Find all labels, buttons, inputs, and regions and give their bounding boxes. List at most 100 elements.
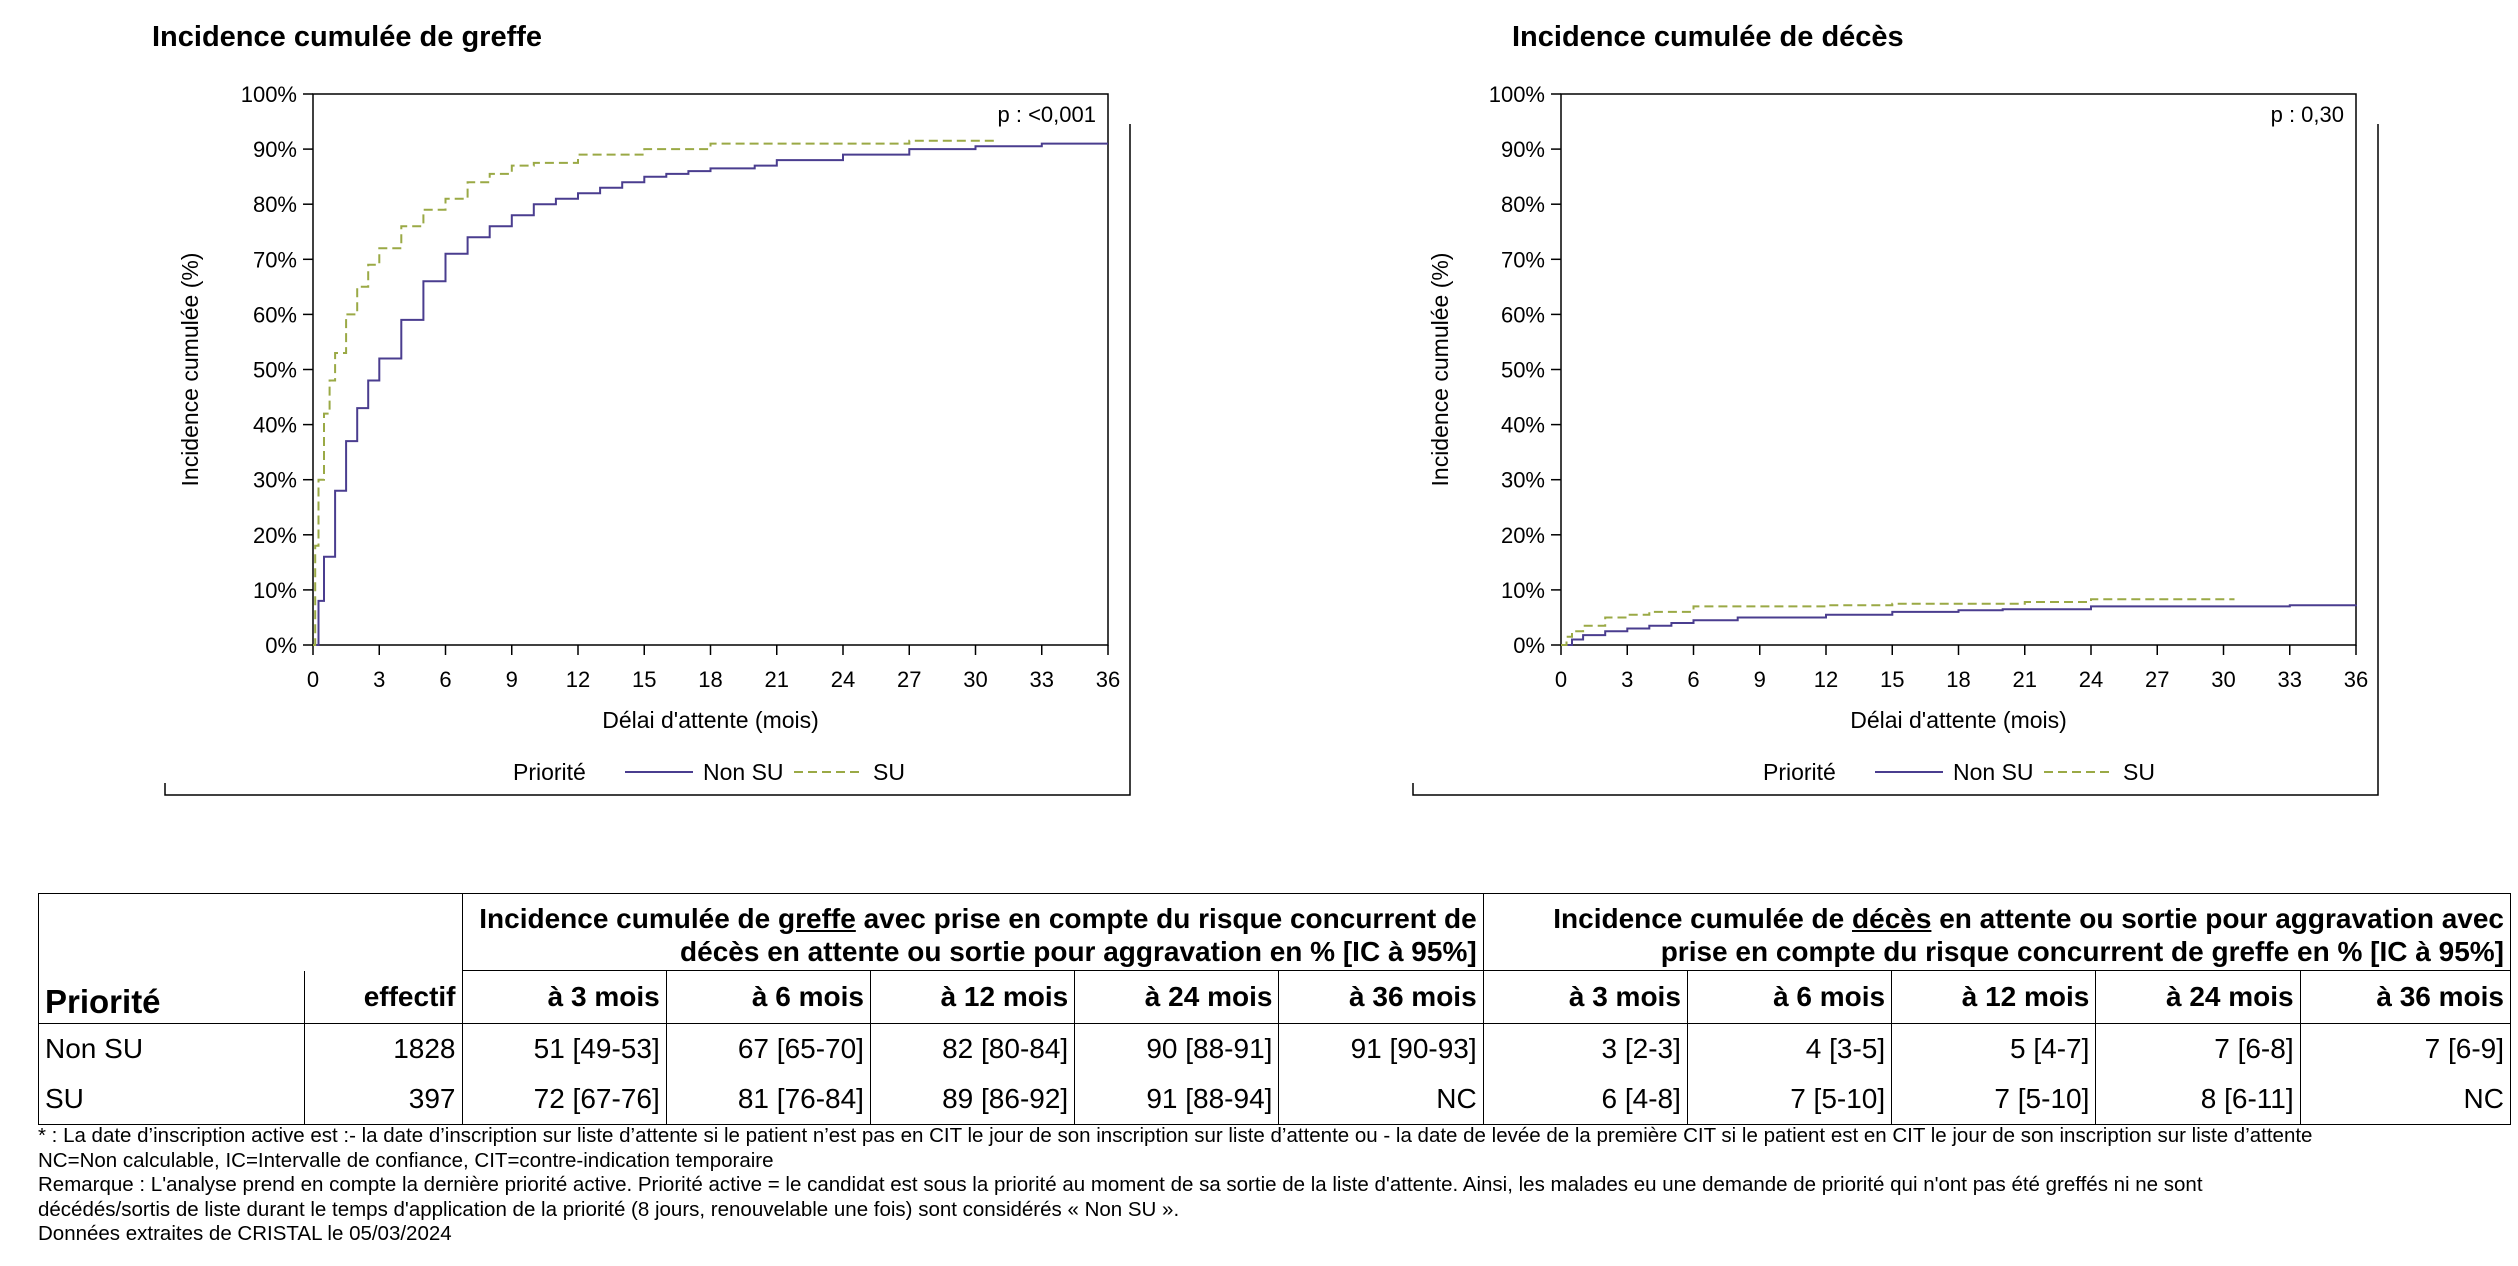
x-tick-label: 6 — [1687, 667, 1699, 692]
x-tick-label: 18 — [1946, 667, 1970, 692]
x-tick-label: 36 — [1096, 667, 1120, 692]
column-header-greffe-2: à 12 mois — [869, 970, 1076, 1024]
y-tick-label: 100% — [1489, 82, 1545, 107]
cell-deces: 3 [2-3] — [1482, 1023, 1688, 1074]
y-tick-label: 40% — [1501, 413, 1545, 438]
cell-deces: 7 [5-10] — [1891, 1074, 2097, 1125]
series-line-non-su — [313, 142, 1108, 646]
x-tick-label: 33 — [1030, 667, 1054, 692]
y-tick-label: 20% — [253, 523, 297, 548]
plot-area — [1560, 93, 2357, 646]
column-header-greffe-1: à 6 mois — [665, 970, 871, 1024]
y-tick-label: 10% — [1501, 578, 1545, 603]
column-header-greffe-0: à 3 mois — [461, 970, 667, 1024]
y-tick-label: 60% — [253, 302, 297, 327]
legend-label-non-su: Non SU — [1953, 759, 2034, 785]
column-header-priorite: Priorité — [37, 970, 306, 1024]
chart-deces: 0 3 6 9 12 15 18 21 24 27 30 33 360%10%20%30%40%50%6… — [1411, 68, 2380, 796]
x-tick-label: 30 — [963, 667, 987, 692]
x-axis-label: Délai d'attente (mois) — [1850, 707, 2067, 733]
footnotes: * : La date d’inscription active est :- … — [38, 1124, 2312, 1247]
x-tick-label: 24 — [2079, 667, 2103, 692]
x-tick-label: 30 — [2211, 667, 2235, 692]
row-label: Non SU — [37, 1023, 306, 1074]
chart-title-deces: Incidence cumulée de décès — [1512, 21, 1904, 53]
legend-label-su: SU — [873, 759, 905, 785]
x-tick-label: 0 — [307, 667, 319, 692]
column-header-deces-2: à 12 mois — [1891, 970, 2097, 1024]
x-tick-label: 15 — [1880, 667, 1904, 692]
column-header-deces-1: à 6 mois — [1686, 970, 1893, 1024]
x-axis-label: Délai d'attente (mois) — [602, 707, 819, 733]
y-tick-label: 10% — [253, 578, 297, 603]
y-tick-label: 90% — [253, 137, 297, 162]
series-line-su — [313, 139, 998, 646]
footnote-source: Données extraites de CRISTAL le 05/03/20… — [38, 1222, 452, 1245]
cell-deces: 6 [4-8] — [1482, 1074, 1688, 1125]
cell-greffe: 81 [76-84] — [665, 1074, 871, 1125]
x-tick-label: 0 — [1555, 667, 1567, 692]
footnote-remarque: Remarque : L'analyse prend en compte la … — [38, 1173, 2203, 1196]
cell-greffe: 72 [67-76] — [461, 1074, 667, 1125]
x-tick-label: 18 — [698, 667, 722, 692]
column-header-deces-0: à 3 mois — [1482, 970, 1688, 1024]
series-line-su — [1561, 598, 2235, 646]
y-tick-label: 0% — [265, 633, 297, 658]
x-tick-label: 9 — [1754, 667, 1766, 692]
x-tick-label: 27 — [897, 667, 921, 692]
cell-deces: 5 [4-7] — [1891, 1023, 2097, 1074]
chart-frame-mask — [163, 68, 251, 783]
cell-deces: NC — [2299, 1074, 2512, 1125]
footnote-inscription: * : La date d’inscription active est :- … — [38, 1124, 2313, 1147]
x-tick-label: 33 — [2278, 667, 2302, 692]
cell-greffe: 91 [90-93] — [1278, 1023, 1484, 1074]
chart-frame-mask — [1411, 68, 1499, 783]
cell-greffe: 51 [49-53] — [461, 1023, 667, 1074]
chart-title-greffe: Incidence cumulée de greffe — [152, 21, 543, 53]
x-tick-label: 3 — [373, 667, 385, 692]
results-table: Incidence cumulée de greffe avec prise e… — [37, 893, 2512, 1125]
cell-deces: 4 [3-5] — [1686, 1023, 1893, 1074]
table-row: Non SU 1828 51 [49-53] 67 [65-70] 82 [80-84]… — [37, 1023, 2512, 1074]
table-corner — [38, 893, 463, 971]
y-tick-label: 90% — [1501, 137, 1545, 162]
group-header-deces: Incidence cumulée de décès en attente ou… — [1482, 893, 2512, 971]
footnote-remarque-cont: décédés/sortis de liste durant le temps … — [38, 1197, 1180, 1221]
y-tick-label: 30% — [253, 468, 297, 493]
x-tick-label: 24 — [831, 667, 855, 692]
cell-greffe: 89 [86-92] — [869, 1074, 1076, 1125]
y-tick-label: 70% — [1501, 247, 1545, 272]
x-tick-label: 12 — [566, 667, 590, 692]
y-tick-label: 70% — [253, 247, 297, 272]
x-tick-label: 21 — [2013, 667, 2037, 692]
y-tick-label: 0% — [1513, 633, 1545, 658]
p-value-annotation: p : 0,30 — [2271, 102, 2344, 127]
y-tick-label: 60% — [1501, 302, 1545, 327]
column-header-deces-4: à 36 mois — [2299, 970, 2512, 1024]
cell-deces: 8 [6-11] — [2095, 1074, 2301, 1125]
y-tick-label: 50% — [1501, 358, 1545, 383]
row-effectif: 397 — [304, 1074, 463, 1125]
legend-label-non-su: Non SU — [703, 759, 784, 785]
x-tick-label: 9 — [506, 667, 518, 692]
cell-deces: 7 [6-8] — [2095, 1023, 2301, 1074]
y-tick-label: 20% — [1501, 523, 1545, 548]
column-header-deces-3: à 24 mois — [2095, 970, 2301, 1024]
y-tick-label: 80% — [1501, 192, 1545, 217]
cell-greffe: NC — [1278, 1074, 1484, 1125]
cell-greffe: 91 [88-94] — [1074, 1074, 1280, 1125]
x-tick-label: 27 — [2145, 667, 2169, 692]
column-header-greffe-4: à 36 mois — [1278, 970, 1484, 1024]
x-tick-label: 12 — [1814, 667, 1838, 692]
row-label: SU — [37, 1074, 306, 1125]
y-axis-label: Incidence cumulée (%) — [1427, 253, 1453, 487]
column-header-effectif: effectif — [304, 970, 463, 1024]
cell-greffe: 90 [88-91] — [1074, 1023, 1280, 1074]
y-tick-label: 30% — [1501, 468, 1545, 493]
row-effectif: 1828 — [304, 1023, 463, 1074]
cell-greffe: 67 [65-70] — [665, 1023, 871, 1074]
legend-title: Priorité — [1763, 759, 1836, 785]
x-tick-label: 15 — [632, 667, 656, 692]
x-tick-label: 3 — [1621, 667, 1633, 692]
footnote-abbreviations: NC=Non calculable, IC=Intervalle de conf… — [38, 1148, 774, 1172]
